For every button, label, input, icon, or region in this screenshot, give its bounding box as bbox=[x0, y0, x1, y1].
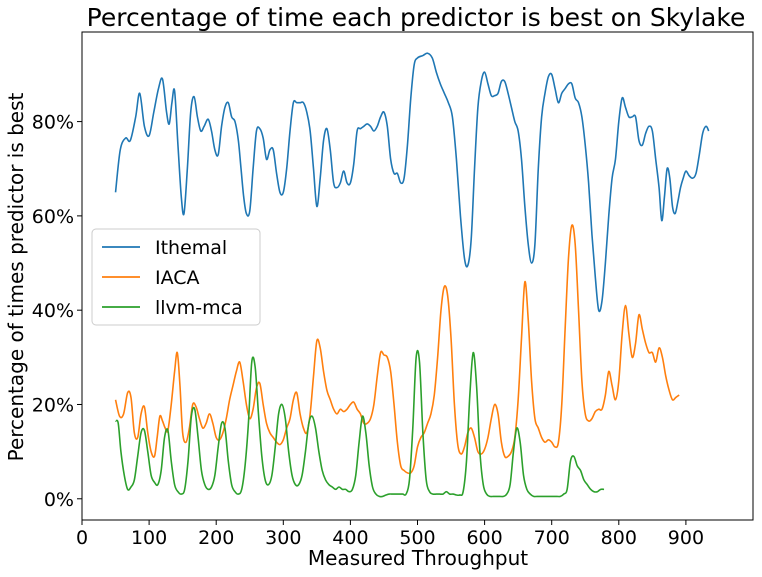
y-axis: 0% 20% 40% 60% 80% bbox=[32, 112, 82, 511]
series-line-llvm-mca bbox=[114, 349, 605, 498]
x-axis-label: Measured Throughput bbox=[308, 546, 528, 570]
legend-label-llvm-mca: llvm-mca bbox=[155, 297, 243, 319]
series-line-iaca bbox=[114, 224, 680, 475]
x-tick-label: 900 bbox=[668, 527, 704, 549]
chart-title: Percentage of time each predictor is bes… bbox=[87, 3, 746, 32]
y-axis-label: Percentage of times predictor is best bbox=[4, 92, 28, 461]
x-tick-label: 400 bbox=[332, 527, 368, 549]
y-tick-label: 20% bbox=[32, 394, 74, 416]
y-tick-label: 40% bbox=[32, 300, 74, 322]
x-tick-label: 500 bbox=[399, 527, 435, 549]
y-tick-label: 80% bbox=[32, 112, 74, 134]
x-tick-label: 700 bbox=[534, 527, 570, 549]
x-tick-label: 600 bbox=[466, 527, 502, 549]
legend: Ithemal IACA llvm-mca bbox=[91, 228, 261, 326]
y-tick-label: 0% bbox=[44, 489, 74, 511]
x-tick-label: 300 bbox=[265, 527, 301, 549]
y-tick-label: 60% bbox=[32, 206, 74, 228]
legend-box bbox=[91, 228, 261, 326]
x-axis: 0 100 200 300 400 500 600 700 800 900 bbox=[76, 520, 704, 549]
plot-lines bbox=[114, 52, 710, 498]
legend-label-iaca: IACA bbox=[155, 267, 200, 289]
x-tick-label: 800 bbox=[601, 527, 637, 549]
x-tick-label: 200 bbox=[198, 527, 234, 549]
x-tick-label: 100 bbox=[131, 527, 167, 549]
x-tick-label: 0 bbox=[76, 527, 88, 549]
legend-label-ithemal: Ithemal bbox=[155, 237, 227, 259]
series-line-ithemal bbox=[114, 52, 710, 313]
